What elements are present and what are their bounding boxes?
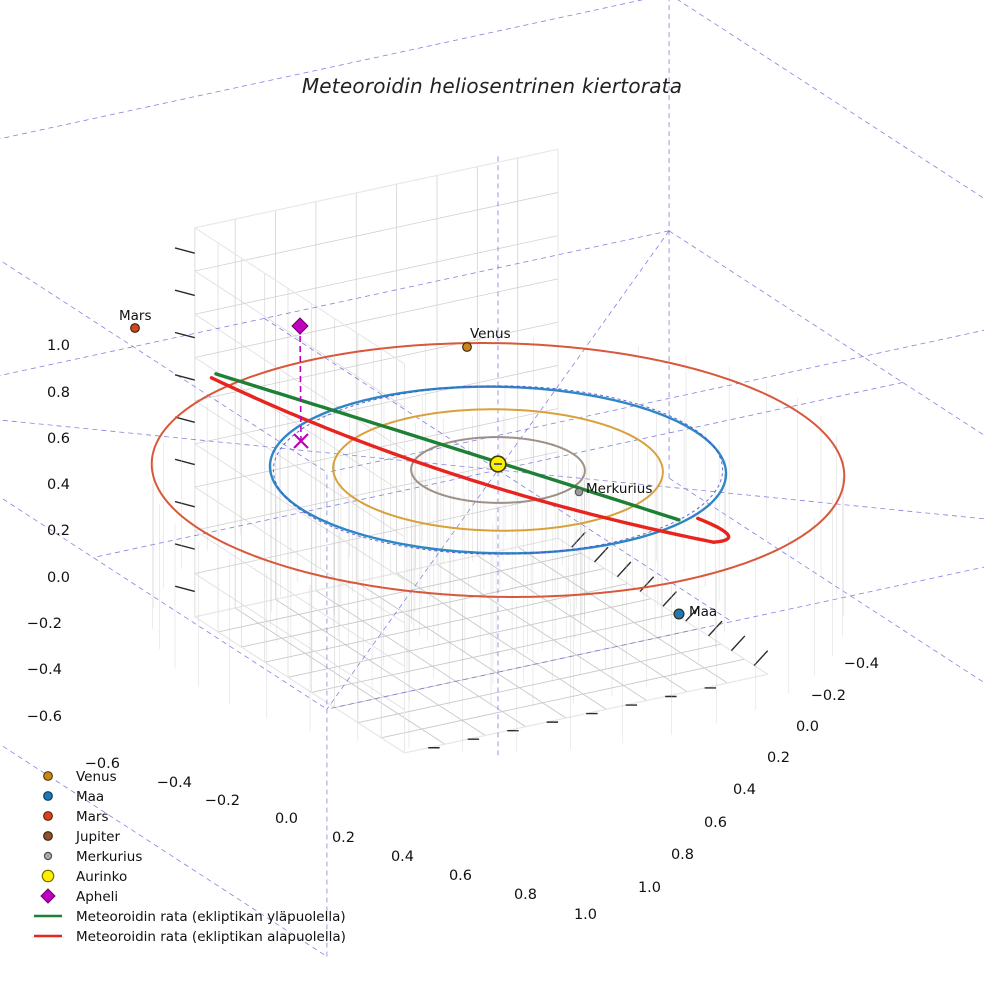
label-mars: Mars — [119, 308, 152, 324]
legend-label: Meteoroidin rata (ekliptikan yläpuolella… — [76, 909, 346, 925]
body-maa[interactable]: Maa — [673, 604, 717, 620]
tick-label-bottom-3: 0.0 — [275, 811, 298, 827]
body-mars[interactable]: Mars — [119, 308, 152, 333]
legend-label: Jupiter — [75, 829, 120, 845]
legend-circle-swatch — [43, 791, 53, 801]
legend-circle-swatch — [43, 811, 53, 821]
tick-label-bottom-4: 0.2 — [332, 830, 355, 846]
legend-label: Venus — [76, 769, 117, 785]
label-venus: Venus — [470, 326, 511, 342]
maa-marker[interactable] — [673, 608, 685, 620]
tick-label-left-4: 0.2 — [47, 523, 70, 539]
celestial-bodies[interactable]: Mars Venus Merkurius Maa — [119, 308, 717, 620]
tick-label-right-3: 0.2 — [767, 750, 790, 766]
tick-label-bottom-1: −0.4 — [157, 775, 192, 791]
tick-label-left-6: −0.2 — [27, 616, 62, 632]
tick-label-right-6: 0.8 — [671, 847, 694, 863]
label-merkurius: Merkurius — [586, 481, 652, 497]
tick-label-right-0: −0.4 — [844, 656, 879, 672]
legend-item-meteoroidin-rata-ekliptikan-yl-puolella[interactable]: Meteoroidin rata (ekliptikan yläpuolella… — [34, 909, 346, 925]
tick-label-right-5: 0.6 — [704, 815, 727, 831]
legend-item-venus[interactable]: Venus — [43, 769, 117, 785]
aphelion-marker-group[interactable] — [291, 317, 309, 449]
axis-tick-marks — [174, 247, 769, 749]
aphelion-diamond-marker[interactable] — [291, 317, 309, 335]
tick-label-right-2: 0.0 — [796, 719, 819, 735]
body-aurinko[interactable] — [489, 455, 507, 473]
aphelion-projection-x-marker — [293, 433, 309, 449]
orbit-height-stems — [151, 337, 845, 753]
legend-item-jupiter[interactable]: Jupiter — [43, 829, 121, 845]
legend[interactable]: Venus Maa Mars Jupiter Merkurius Aurinko Aphel… — [34, 769, 346, 945]
tick-label-bottom-8: 1.0 — [574, 907, 597, 923]
planet-orbit-curves — [150, 342, 846, 598]
tick-label-bottom-7: 0.8 — [514, 887, 537, 903]
tick-label-bottom-0: −0.6 — [85, 756, 120, 772]
legend-label: Maa — [76, 789, 104, 805]
tick-label-left-2: 0.6 — [47, 431, 70, 447]
body-merkurius[interactable]: Merkurius — [574, 481, 652, 497]
tick-label-left-5: 0.0 — [47, 570, 70, 586]
legend-circle-swatch — [43, 851, 53, 861]
page-title: Meteoroidin heliosentrinen kiertorata — [301, 74, 683, 98]
label-maa: Maa — [689, 604, 717, 620]
legend-item-maa[interactable]: Maa — [43, 789, 105, 805]
tick-label-left-3: 0.4 — [47, 477, 70, 493]
legend-item-meteoroidin-rata-ekliptikan-alapuolella[interactable]: Meteoroidin rata (ekliptikan alapuolella… — [34, 929, 346, 945]
legend-label: Mars — [76, 809, 109, 825]
legend-circle-swatch — [41, 869, 55, 883]
legend-item-aurinko[interactable]: Aurinko — [41, 869, 127, 885]
tick-label-left-1: 0.8 — [47, 385, 70, 401]
legend-label: Merkurius — [76, 849, 142, 865]
mars-marker[interactable] — [130, 323, 140, 333]
tick-label-right-7: 1.0 — [638, 880, 661, 896]
venus-marker[interactable] — [462, 342, 472, 352]
tick-label-bottom-6: 0.6 — [449, 868, 472, 884]
tick-label-left-7: −0.4 — [27, 662, 62, 678]
axes-pane-grid — [194, 148, 769, 754]
legend-label: Aurinko — [76, 869, 127, 885]
tick-label-bottom-2: −0.2 — [205, 793, 240, 809]
legend-item-merkurius[interactable]: Merkurius — [43, 849, 142, 865]
body-venus[interactable]: Venus — [462, 326, 511, 352]
tick-label-right-1: −0.2 — [811, 688, 846, 704]
legend-diamond-swatch — [40, 888, 56, 904]
tick-label-bottom-5: 0.4 — [391, 849, 414, 865]
meteoroid-track — [209, 372, 731, 544]
legend-circle-swatch — [43, 831, 53, 841]
legend-label: Meteoroidin rata (ekliptikan alapuolella… — [76, 929, 346, 945]
legend-item-apheli[interactable]: Apheli — [40, 888, 118, 905]
tick-label-right-4: 0.4 — [733, 782, 756, 798]
tick-label-left-8: −0.6 — [27, 709, 62, 725]
legend-item-mars[interactable]: Mars — [43, 809, 109, 825]
merkurius-marker[interactable] — [574, 487, 584, 497]
axis-tick-labels: 1.0 0.8 0.6 0.4 0.2 0.0 −0.2 −0.4 −0.6 −0.6 −0.4 −0… — [27, 338, 879, 923]
legend-label: Apheli — [76, 889, 118, 905]
legend-circle-swatch — [43, 771, 53, 781]
tick-label-left-0: 1.0 — [47, 338, 70, 354]
